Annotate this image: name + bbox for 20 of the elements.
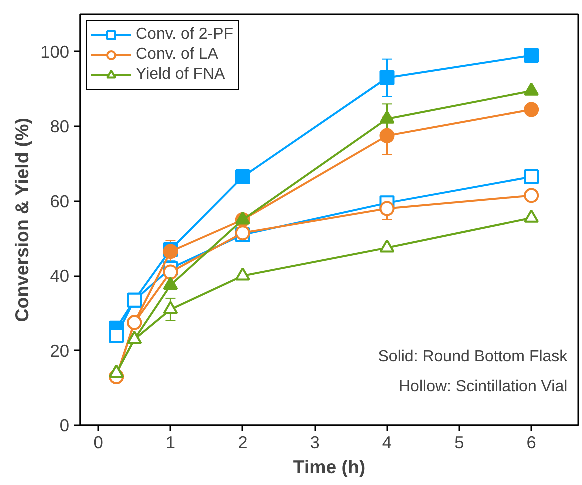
- legend-label: Yield of FNA: [136, 66, 226, 84]
- x-tick-label: 3: [310, 432, 320, 452]
- annotation: Hollow: Scintillation Vial: [399, 378, 568, 396]
- y-tick-label: 60: [50, 191, 70, 212]
- y-tick-label: 80: [50, 116, 70, 137]
- annotation: Solid: Round Bottom Flask: [378, 348, 569, 366]
- x-tick-label: 0: [94, 432, 104, 452]
- y-tick-label: 0: [60, 416, 70, 436]
- x-tick-label: 4: [382, 432, 392, 452]
- x-tick-label: 1: [166, 432, 176, 452]
- y-axis-title: Conversion & Yield (%): [12, 118, 33, 322]
- x-tick-label: 6: [526, 432, 536, 452]
- y-tick-label: 20: [50, 340, 70, 361]
- x-axis-title: Time (h): [293, 456, 366, 478]
- x-tick-label: 2: [238, 432, 248, 452]
- y-tick-label: 40: [50, 266, 70, 286]
- legend-label: Conv. of 2-PF: [136, 26, 234, 44]
- y-tick-label: 100: [40, 42, 70, 62]
- legend-label: Conv. of LA: [136, 46, 218, 64]
- x-tick-label: 5: [454, 432, 464, 452]
